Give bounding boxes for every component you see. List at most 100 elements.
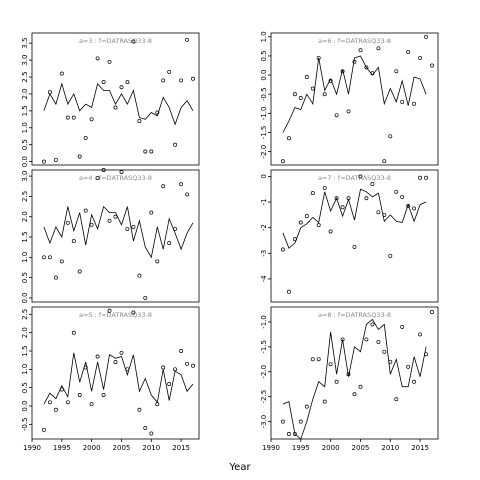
panel-title: a=5 : f=DATRASQ33-8 <box>79 311 152 319</box>
panel-frame <box>31 32 200 166</box>
data-point <box>185 192 190 197</box>
panel-6: a=8 : f=DATRASQ33-8 -3.0 -2.5 -2.0 -1.5 -1.0 1… <box>260 306 439 452</box>
data-point <box>316 357 321 362</box>
data-point <box>191 76 195 81</box>
data-point <box>418 55 423 60</box>
data-point <box>71 239 76 244</box>
data-point <box>310 357 315 362</box>
data-point <box>388 359 393 364</box>
data-point <box>310 191 315 196</box>
panel-frame <box>270 32 439 166</box>
data-point <box>400 324 405 329</box>
y-tick-label: 1.5 <box>21 231 29 242</box>
data-point <box>119 350 124 355</box>
data-point <box>382 212 387 217</box>
data-point <box>185 37 190 42</box>
data-point <box>149 431 154 436</box>
data-point <box>119 170 124 174</box>
data-point <box>77 154 82 159</box>
x-tick-label: 1990 <box>262 444 280 452</box>
data-point <box>47 90 52 95</box>
series-line <box>43 352 194 405</box>
x-tick-label: 1990 <box>23 444 41 452</box>
data-point <box>304 404 309 409</box>
panel-frame <box>31 169 200 303</box>
panel-frame <box>270 169 439 303</box>
data-point <box>364 65 369 70</box>
data-point <box>334 379 339 384</box>
series-line <box>282 55 427 133</box>
data-point <box>388 134 393 139</box>
data-point <box>424 175 429 180</box>
panel-title: a=8 : f=DATRASQ33-8 <box>318 311 391 319</box>
data-point <box>430 63 434 68</box>
data-point <box>370 71 375 76</box>
data-point <box>89 402 94 407</box>
y-tick-label: 2.5 <box>21 191 29 202</box>
data-point <box>334 113 339 118</box>
y-tick-label: -2.0 <box>260 145 268 159</box>
data-point <box>161 184 166 189</box>
y-tick-label: 2.0 <box>21 211 29 222</box>
data-point <box>167 241 172 246</box>
data-point <box>298 419 303 424</box>
data-point <box>107 308 112 313</box>
y-tick-label: -1.0 <box>260 107 268 121</box>
x-axis-label: Year <box>228 462 251 473</box>
data-point <box>322 92 327 97</box>
data-point <box>59 71 64 76</box>
data-point <box>412 379 417 384</box>
data-point <box>155 110 160 115</box>
panel-title: a=6 : f=DATRASQ33-8 <box>318 37 391 45</box>
y-tick-label: 3.5 <box>21 38 29 49</box>
data-point <box>400 194 405 199</box>
data-point <box>280 247 285 252</box>
data-point <box>41 427 46 432</box>
data-point <box>352 392 357 397</box>
y-tick-label: 3.0 <box>21 55 29 66</box>
series-line <box>43 205 194 259</box>
x-tick-label: 2005 <box>352 444 370 452</box>
y-tick-label: 1.5 <box>21 345 29 356</box>
panel-3: a=4 : f=DATRASQ33-8 0.0 0.5 1.0 1.5 2.0 2.5 3.0 <box>21 168 200 304</box>
data-point <box>101 80 106 85</box>
data-point <box>107 218 112 223</box>
x-tick-label: 1995 <box>53 444 71 452</box>
series-line <box>282 318 427 440</box>
x-tick-label: 1995 <box>292 444 310 452</box>
x-tick-label: 2010 <box>381 444 399 452</box>
data-point <box>370 182 375 187</box>
data-point <box>143 295 148 300</box>
data-point <box>352 59 357 64</box>
data-point <box>298 96 303 100</box>
panel-title: a=3 : f=DATRASQ33-8 <box>79 37 152 45</box>
y-tick-label: -1 <box>260 199 268 206</box>
data-point <box>65 220 70 225</box>
data-point <box>352 244 357 249</box>
data-point <box>41 255 46 260</box>
data-point <box>394 189 399 194</box>
data-point <box>364 196 369 201</box>
data-point <box>143 149 148 154</box>
data-point <box>179 78 184 83</box>
data-point <box>424 352 429 357</box>
data-point <box>185 361 190 366</box>
data-point <box>394 397 399 402</box>
data-point <box>430 310 434 314</box>
y-tick-label: -1.5 <box>260 340 268 354</box>
data-point <box>358 384 363 389</box>
data-point <box>322 185 327 190</box>
x-tick-label: 2015 <box>411 444 429 452</box>
data-point <box>406 364 411 369</box>
data-point <box>41 159 46 164</box>
data-point <box>113 105 118 110</box>
panel-2: a=6 : f=DATRASQ33-8 -2.0 -1.5 -1.0 -0.5 0.0 0.… <box>260 31 439 166</box>
y-tick-label: 2.0 <box>21 88 29 99</box>
data-point <box>304 75 309 79</box>
data-point <box>376 210 381 215</box>
y-tick-label: 0.5 <box>21 382 29 393</box>
data-point <box>149 149 154 154</box>
data-point <box>77 393 82 397</box>
data-point <box>119 85 124 90</box>
y-tick-label: 1.5 <box>21 105 29 116</box>
